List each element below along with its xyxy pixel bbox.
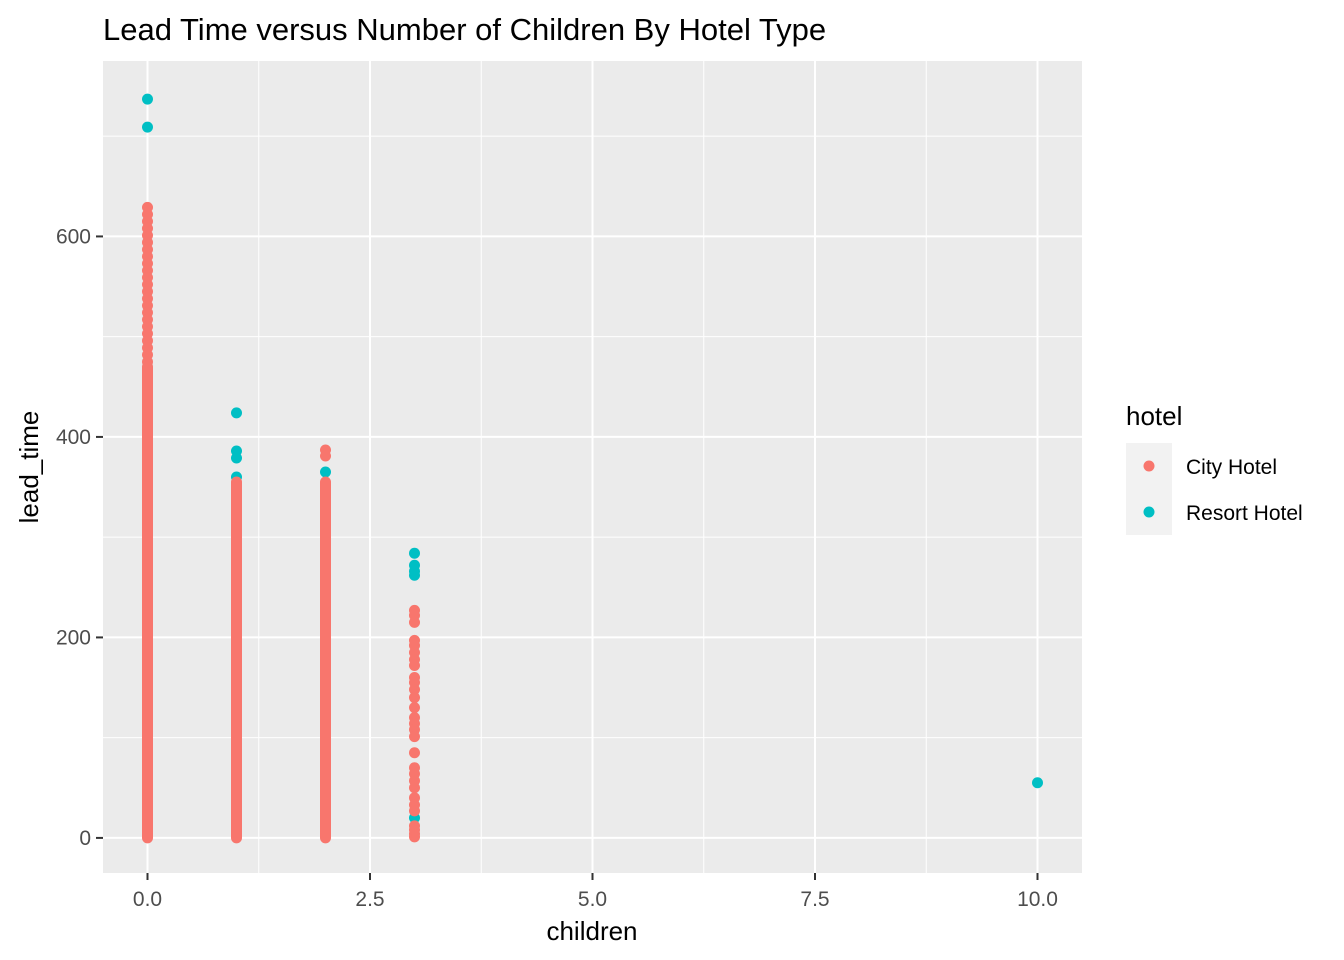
resort-hotel-point [231,407,242,419]
city-hotel-point [142,356,153,368]
city-hotel-point [409,731,420,743]
legend-label-resort-hotel: Resort Hotel [1186,502,1303,525]
x-tick-label: 0.0 [133,888,162,911]
x-tick-label: 7.5 [800,888,829,911]
city-hotel-point [409,747,420,759]
chart-title: Lead Time versus Number of Children By H… [103,12,826,47]
city-hotel-point [409,782,420,794]
city-hotel-point [320,450,331,462]
x-axis-title: children [546,916,637,946]
legend-title: hotel [1126,401,1182,431]
legend-key-resort-hotel [1143,506,1155,518]
y-axis-title: lead_time [14,411,44,524]
city-hotel-point [409,805,420,817]
city-hotel-point [409,702,420,714]
y-axis-ticks: 0 200 400 600 [56,225,103,850]
city-hotel-point [409,692,420,704]
x-tick-label: 5.0 [578,888,607,911]
resort-hotel-point [409,569,420,581]
legend: hotel City Hotel Resort Hotel [1126,401,1303,535]
city-hotel-point-column [142,361,153,844]
city-hotel-point-column [320,476,331,844]
legend-key-background [1126,443,1172,535]
y-tick-label: 600 [56,225,91,248]
x-tick-label: 2.5 [355,888,384,911]
x-tick-label: 10.0 [1017,888,1058,911]
data-points [142,93,1043,844]
resort-hotel-point [320,466,331,478]
city-hotel-point-column [231,476,242,844]
resort-hotel-point [231,452,242,464]
major-gridlines [103,61,1082,873]
city-hotel-point [409,684,420,696]
resort-hotel-point [409,547,420,559]
resort-hotel-point [142,121,153,133]
resort-hotel-point [142,93,153,105]
legend-items: City Hotel Resort Hotel [1126,443,1303,535]
y-tick-label: 0 [79,827,91,850]
y-tick-label: 200 [56,626,91,649]
city-hotel-point [409,659,420,671]
legend-label-city-hotel: City Hotel [1186,456,1277,479]
city-hotel-point [409,616,420,628]
resort-hotel-point [1032,777,1043,789]
city-hotel-point [409,831,420,843]
y-tick-label: 400 [56,426,91,449]
x-axis-ticks: 0.0 2.5 5.0 7.5 10.0 [133,873,1058,911]
legend-key-city-hotel [1143,460,1155,472]
